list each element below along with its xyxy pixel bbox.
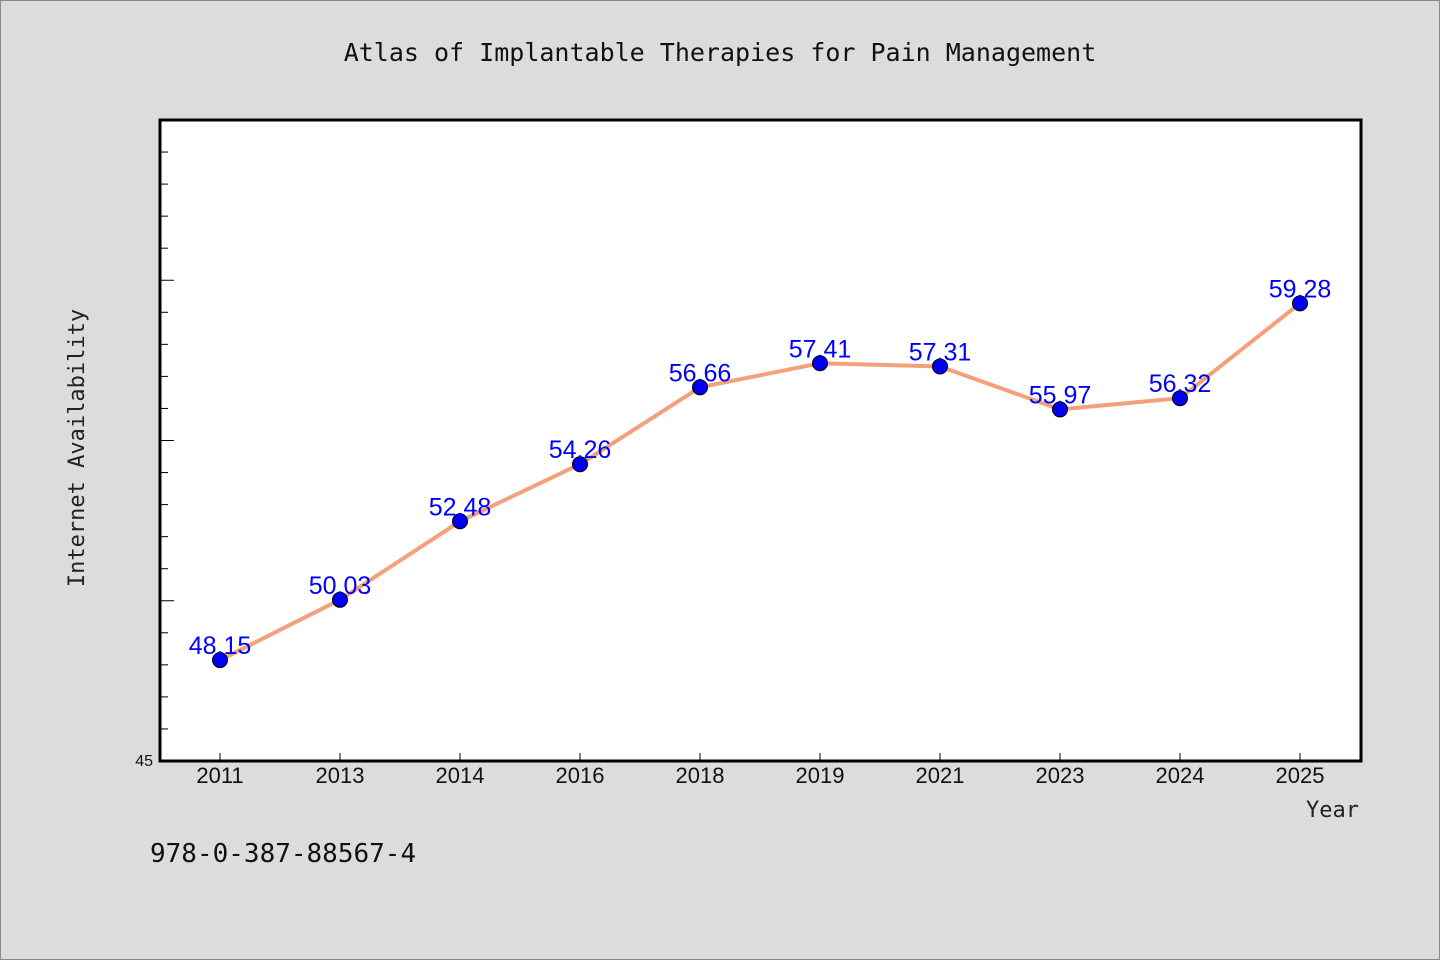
data-point-2019	[812, 355, 828, 372]
x-tick-label-2013: 2013	[316, 763, 365, 788]
series-markers	[212, 295, 1308, 669]
data-label-2011: 48.15	[189, 632, 252, 660]
y-axis-minor-ticks	[160, 151, 174, 730]
data-labels: 48.15 50.03 52.48 54.26 56.66 57.41 57.31 55.97…	[189, 275, 1332, 660]
data-point-2011	[212, 652, 228, 669]
footer-isbn: 978-0-387-88567-4	[150, 839, 416, 869]
x-tick-label-2014: 2014	[436, 763, 485, 788]
data-point-2013	[332, 591, 348, 608]
data-label-2021: 57.31	[909, 338, 972, 366]
data-label-2019: 57.41	[789, 335, 852, 363]
data-point-2018	[692, 379, 708, 396]
data-point-2024	[1172, 390, 1188, 407]
plot-area	[158, 118, 1363, 763]
chart-title: Atlas of Implantable Therapies for Pain …	[344, 38, 1097, 67]
x-tick-label-2016: 2016	[556, 763, 605, 788]
data-label-2018: 56.66	[669, 359, 732, 387]
x-axis-ticks: 2011 2013 2014 2016 2018 2019 2021 2023 2024 2025	[196, 753, 1324, 788]
x-tick-label-2011: 2011	[196, 763, 243, 788]
data-label-2013: 50.03	[309, 572, 372, 600]
series-line	[218, 301, 1302, 663]
data-label-2016: 54.26	[549, 436, 612, 464]
data-label-2014: 52.48	[429, 493, 492, 521]
x-axis-label: Year	[1306, 798, 1359, 823]
data-point-2014	[452, 513, 468, 530]
data-label-2023: 55.97	[1029, 381, 1092, 409]
x-tick-label-2021: 2021	[916, 763, 965, 788]
y-axis-ticks: 45	[135, 753, 153, 770]
x-tick-label-2019: 2019	[796, 763, 845, 788]
data-label-2024: 56.32	[1149, 370, 1212, 398]
data-label-2025: 59.28	[1269, 275, 1332, 303]
data-point-2023	[1052, 401, 1068, 418]
y-axis-label: Internet Availability	[65, 309, 90, 587]
y-tick-label-45: 45	[135, 753, 153, 770]
data-point-2016	[572, 456, 588, 473]
data-point-2021	[932, 358, 948, 375]
x-tick-label-2018: 2018	[676, 763, 725, 788]
x-tick-label-2025: 2025	[1276, 763, 1325, 788]
x-tick-label-2023: 2023	[1036, 763, 1085, 788]
data-point-2025	[1292, 295, 1308, 312]
x-tick-label-2024: 2024	[1156, 763, 1205, 788]
